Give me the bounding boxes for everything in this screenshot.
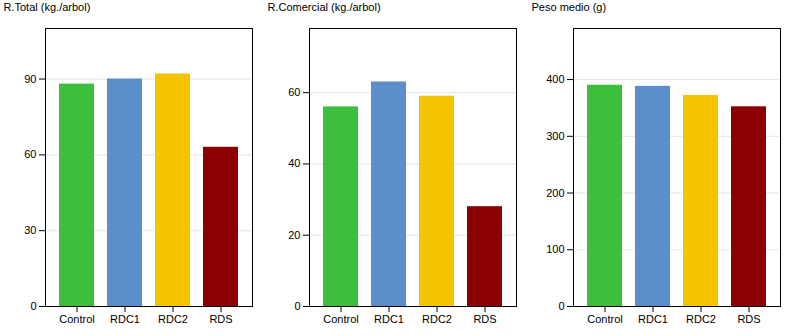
svg-text:RDC1: RDC1 [638,313,668,325]
svg-text:RDS: RDS [209,313,232,325]
svg-text:RDC1: RDC1 [374,313,404,325]
svg-text:0: 0 [30,300,36,312]
svg-text:Control: Control [587,313,622,325]
svg-text:100: 100 [546,243,564,255]
svg-text:40: 40 [288,157,300,169]
svg-text:400: 400 [546,73,564,85]
svg-text:RDC2: RDC2 [158,313,188,325]
svg-text:30: 30 [24,224,36,236]
svg-text:Control: Control [59,313,94,325]
svg-text:Peso medio (g): Peso medio (g) [532,1,607,13]
svg-text:0: 0 [558,300,564,312]
svg-text:RDC1: RDC1 [110,313,140,325]
svg-text:RDS: RDS [737,313,760,325]
svg-text:90: 90 [24,73,36,85]
svg-text:300: 300 [546,130,564,142]
svg-text:RDC2: RDC2 [422,313,452,325]
svg-text:Control: Control [323,313,358,325]
svg-text:RDS: RDS [473,313,496,325]
svg-text:R.Comercial (kg./arbol): R.Comercial (kg./arbol) [268,1,381,13]
svg-text:20: 20 [288,229,300,241]
svg-text:R.Total (kg./arbol): R.Total (kg./arbol) [4,1,91,13]
svg-text:0: 0 [294,300,300,312]
svg-text:RDC2: RDC2 [686,313,716,325]
svg-text:60: 60 [288,86,300,98]
svg-text:200: 200 [546,187,564,199]
svg-text:60: 60 [24,148,36,160]
